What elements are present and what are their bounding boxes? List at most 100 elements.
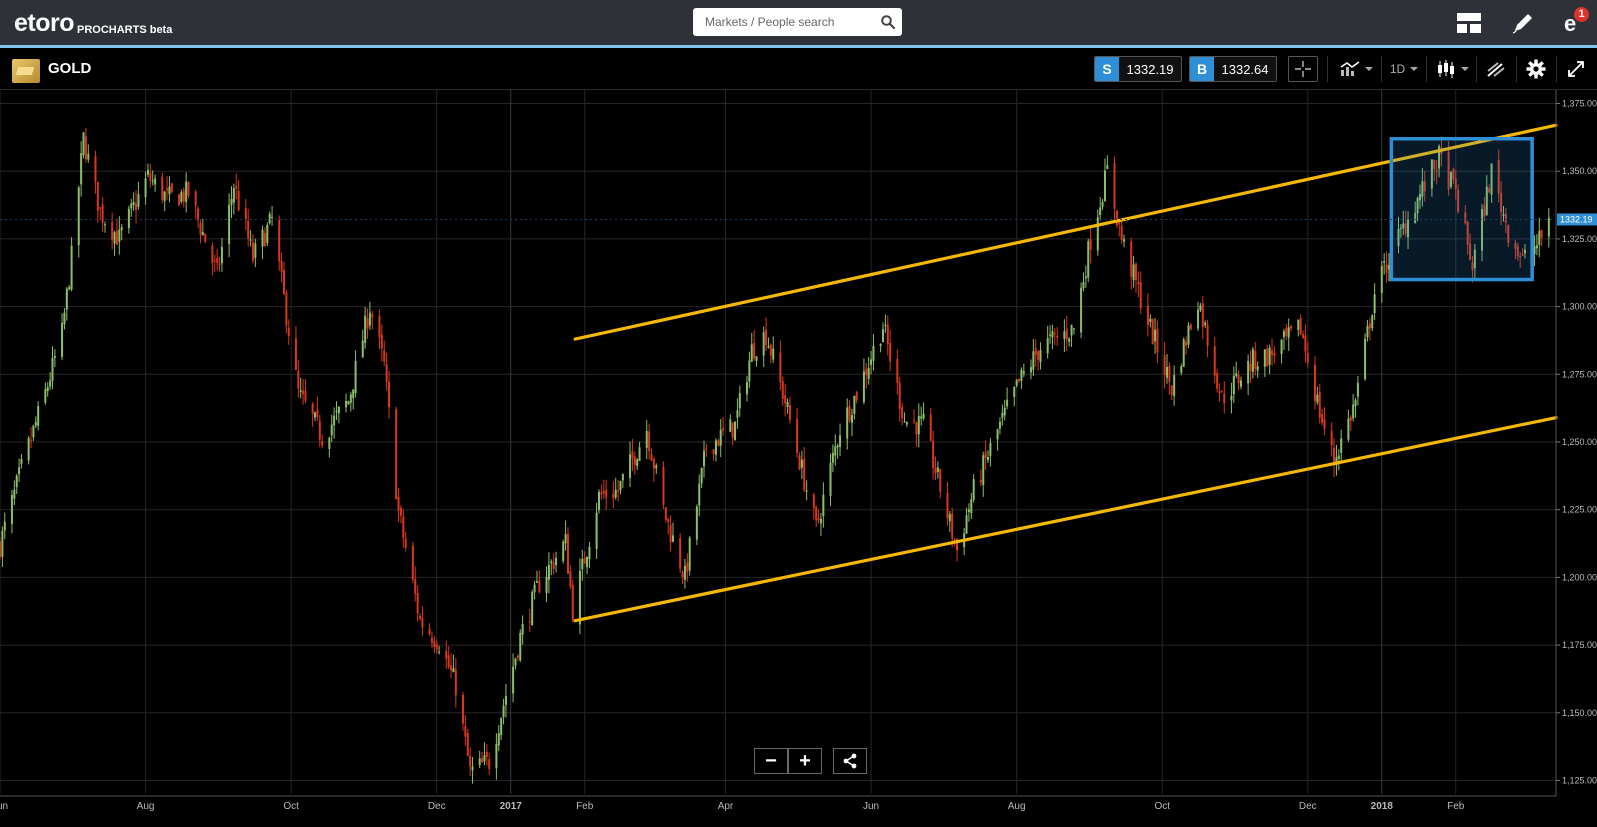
candle-body	[755, 356, 758, 361]
candle-body	[865, 368, 868, 376]
candlestick	[583, 551, 586, 564]
candlestick	[268, 211, 271, 225]
candlestick	[1297, 319, 1300, 337]
x-tick-label: Aug	[1008, 801, 1026, 812]
candlestick	[932, 430, 935, 480]
candlestick	[500, 717, 503, 741]
candlestick	[848, 400, 851, 423]
candle-body	[68, 287, 71, 290]
candle-body	[251, 242, 254, 261]
candle-body	[803, 458, 806, 491]
candlestick	[80, 141, 83, 197]
candlestick	[0, 537, 1, 560]
price-chart[interactable]: 1,125.00 1,150.00 1,175.00 1,200.00 1,225.00…	[0, 90, 1597, 827]
candle-body	[996, 429, 999, 440]
drawing-tools-icon	[1487, 62, 1505, 77]
candle-body	[380, 334, 383, 349]
candlestick	[216, 249, 219, 271]
x-tick-label: Feb	[1447, 801, 1465, 812]
candlestick	[917, 403, 920, 448]
candlestick	[1454, 169, 1457, 200]
candle-body	[1273, 352, 1276, 357]
zoom-in-button[interactable]: +	[788, 748, 822, 774]
timeframe-dropdown[interactable]: 1D	[1386, 56, 1422, 82]
candlestick	[53, 349, 56, 368]
chart-type-dropdown[interactable]	[1432, 56, 1472, 82]
candle-body	[1516, 246, 1519, 257]
search-input[interactable]	[693, 8, 874, 36]
y-tick-label: 1,250.00	[1562, 437, 1597, 447]
candlestick	[132, 192, 135, 211]
share-button[interactable]	[833, 748, 867, 774]
crosshair-button[interactable]	[1288, 56, 1318, 82]
candlestick	[1433, 159, 1436, 182]
candle-body	[564, 533, 567, 544]
zoom-out-button[interactable]: −	[754, 748, 788, 774]
candle-body	[1271, 350, 1274, 355]
candlestick	[1266, 344, 1269, 367]
candlestick	[569, 565, 572, 590]
candlestick	[1113, 156, 1116, 222]
candle-body	[263, 232, 266, 247]
x-tick-label: Oct	[1154, 801, 1170, 812]
candle-body	[1430, 159, 1433, 189]
candlestick	[1447, 141, 1450, 196]
candlestick	[163, 190, 166, 212]
crosshair-icon	[1295, 61, 1311, 77]
candlestick	[1488, 184, 1491, 193]
candlestick	[1285, 323, 1288, 341]
candle-body	[822, 494, 825, 517]
candle-body	[411, 545, 414, 580]
candle-body	[815, 506, 818, 521]
candle-body	[37, 406, 40, 426]
candlestick	[419, 613, 422, 621]
candle-body	[762, 332, 765, 356]
candlestick	[714, 438, 717, 462]
fullscreen-button[interactable]	[1560, 56, 1592, 82]
indicators-dropdown[interactable]	[1335, 56, 1377, 82]
candlestick	[629, 441, 632, 488]
candlestick	[1519, 252, 1522, 269]
candle-body	[314, 412, 317, 418]
candlestick	[1232, 366, 1235, 404]
candlestick	[1483, 197, 1486, 222]
buy-button[interactable]: B 1332.64	[1189, 56, 1277, 82]
settings-button[interactable]	[1520, 56, 1552, 82]
layout-icon[interactable]	[1452, 6, 1486, 40]
candlestick	[380, 324, 383, 362]
candlestick	[803, 447, 806, 492]
candlestick	[96, 181, 99, 224]
candle-body	[1299, 317, 1302, 335]
edit-pencil-icon[interactable]	[1506, 6, 1540, 40]
candle-body	[1399, 227, 1402, 229]
x-tick-label: Apr	[718, 801, 734, 812]
drawing-tools-button[interactable]	[1480, 56, 1512, 82]
candlestick	[1354, 397, 1357, 418]
candle-body	[1490, 163, 1493, 195]
candlestick	[170, 182, 173, 194]
candle-body	[1213, 346, 1216, 376]
candlestick	[1337, 449, 1340, 471]
candlestick	[1239, 376, 1242, 390]
candlestick	[149, 163, 152, 188]
candle-body	[932, 440, 935, 468]
candlestick	[185, 172, 188, 213]
candlestick	[266, 222, 269, 246]
candlestick	[1457, 184, 1460, 214]
candle-body	[652, 459, 655, 469]
candlestick	[166, 176, 169, 200]
sell-button[interactable]: S 1332.19	[1094, 56, 1182, 82]
etoro-logo[interactable]: etoro PROCHARTS beta	[14, 6, 172, 40]
candle-body	[80, 153, 83, 185]
candlestick	[934, 456, 937, 481]
candle-body	[1263, 349, 1266, 367]
search-box[interactable]	[693, 8, 902, 36]
candlestick	[285, 289, 288, 334]
search-icon[interactable]	[874, 8, 902, 36]
candlestick	[135, 190, 138, 224]
candle-body	[1464, 212, 1467, 224]
candlestick	[1247, 354, 1250, 396]
candlestick	[1146, 293, 1149, 337]
candle-body	[316, 409, 319, 418]
notifications-button[interactable]: e 1	[1557, 6, 1591, 40]
